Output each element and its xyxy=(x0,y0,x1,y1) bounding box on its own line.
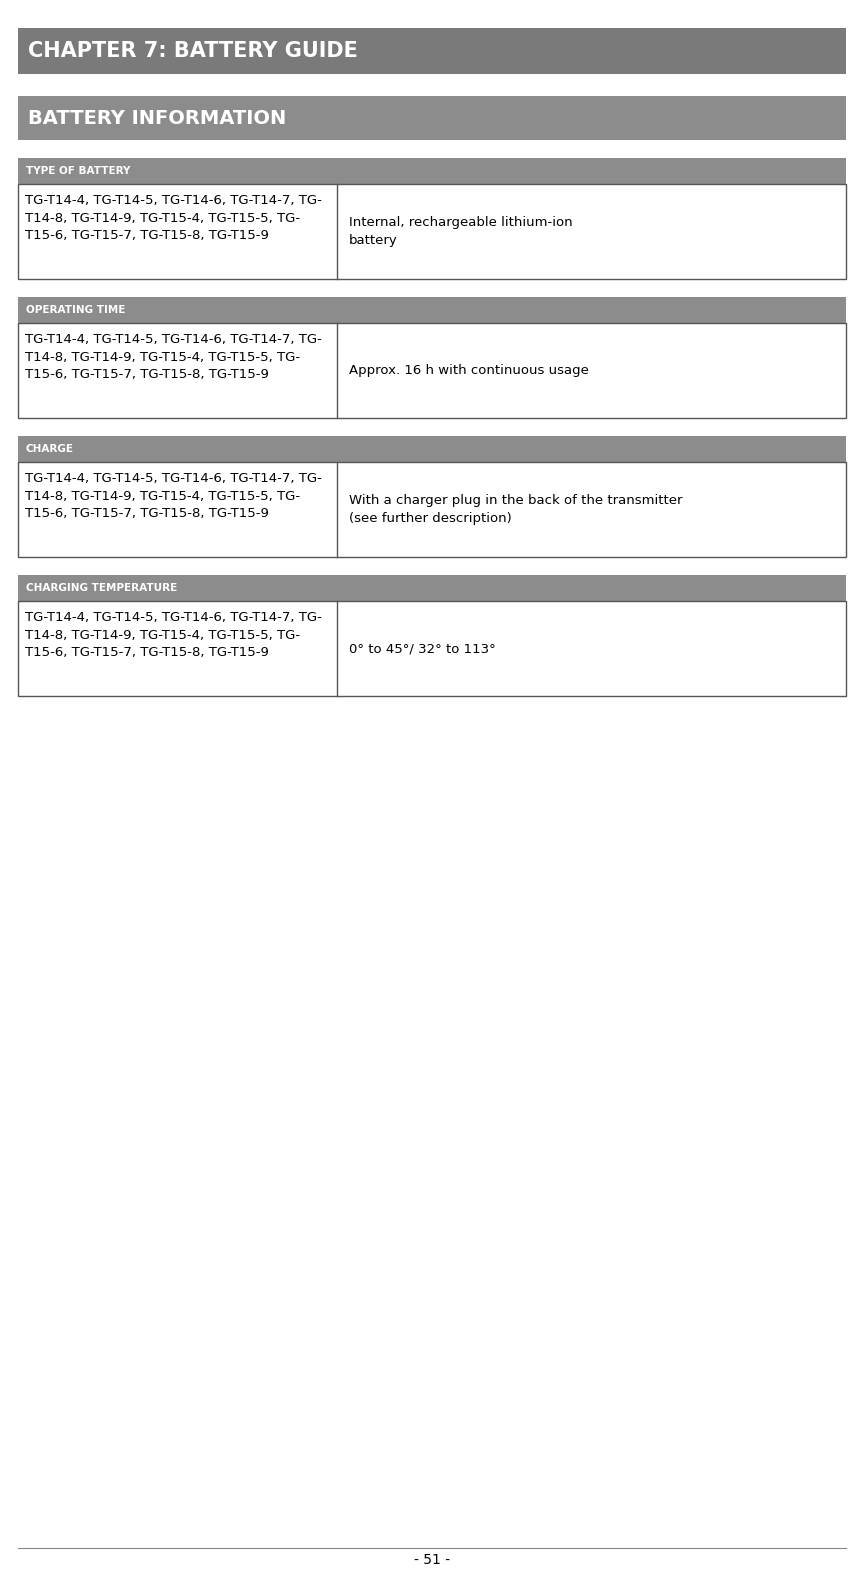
Bar xyxy=(18,28,846,74)
Bar xyxy=(18,462,846,556)
Text: TG-T14-4, TG-T14-5, TG-T14-6, TG-T14-7, TG-
T14-8, TG-T14-9, TG-T15-4, TG-T15-5,: TG-T14-4, TG-T14-5, TG-T14-6, TG-T14-7, … xyxy=(25,333,322,381)
Text: TG-T14-4, TG-T14-5, TG-T14-6, TG-T14-7, TG-
T14-8, TG-T14-9, TG-T15-4, TG-T15-5,: TG-T14-4, TG-T14-5, TG-T14-6, TG-T14-7, … xyxy=(25,611,322,659)
Text: OPERATING TIME: OPERATING TIME xyxy=(26,306,125,315)
Bar xyxy=(18,600,846,697)
Text: 0° to 45°/ 32° to 113°: 0° to 45°/ 32° to 113° xyxy=(349,641,496,656)
Bar xyxy=(18,158,846,184)
Text: BATTERY INFORMATION: BATTERY INFORMATION xyxy=(28,109,286,128)
Bar xyxy=(18,600,846,697)
Bar xyxy=(18,96,846,140)
Bar xyxy=(18,462,846,556)
Text: CHAPTER 7: BATTERY GUIDE: CHAPTER 7: BATTERY GUIDE xyxy=(28,41,358,61)
Bar xyxy=(18,437,846,462)
Bar xyxy=(18,184,846,279)
Text: Approx. 16 h with continuous usage: Approx. 16 h with continuous usage xyxy=(349,364,588,377)
Text: CHARGE: CHARGE xyxy=(26,444,74,454)
Text: - 51 -: - 51 - xyxy=(414,1552,450,1567)
Text: CHARGING TEMPERATURE: CHARGING TEMPERATURE xyxy=(26,583,177,593)
Text: TG-T14-4, TG-T14-5, TG-T14-6, TG-T14-7, TG-
T14-8, TG-T14-9, TG-T15-4, TG-T15-5,: TG-T14-4, TG-T14-5, TG-T14-6, TG-T14-7, … xyxy=(25,471,322,520)
Bar xyxy=(18,296,846,323)
Text: With a charger plug in the back of the transmitter
(see further description): With a charger plug in the back of the t… xyxy=(349,493,683,525)
Bar xyxy=(18,323,846,418)
Bar xyxy=(18,323,846,418)
Text: TYPE OF BATTERY: TYPE OF BATTERY xyxy=(26,165,130,177)
Text: TG-T14-4, TG-T14-5, TG-T14-6, TG-T14-7, TG-
T14-8, TG-T14-9, TG-T15-4, TG-T15-5,: TG-T14-4, TG-T14-5, TG-T14-6, TG-T14-7, … xyxy=(25,194,322,243)
Text: Internal, rechargeable lithium-ion
battery: Internal, rechargeable lithium-ion batte… xyxy=(349,216,573,247)
Bar xyxy=(18,184,846,279)
Bar xyxy=(18,575,846,600)
